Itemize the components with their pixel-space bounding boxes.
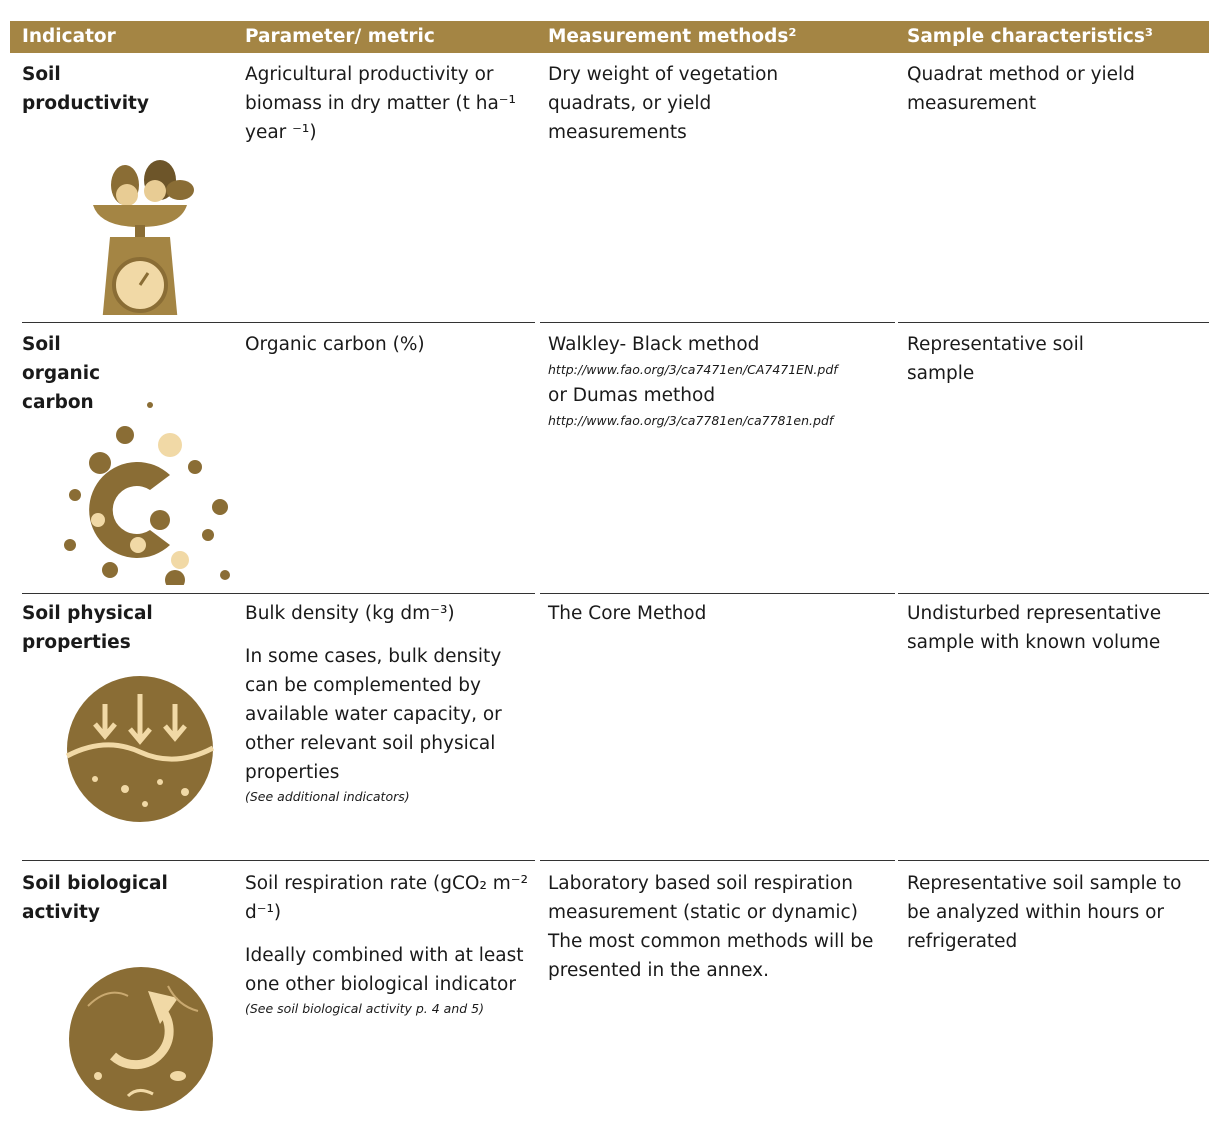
row-divider <box>22 860 535 861</box>
method-text: Laboratory based soil respiration measur… <box>548 873 858 923</box>
parameter: Soil respiration rate (gCO₂ m⁻² d⁻¹) Ide… <box>245 869 530 1019</box>
parameter-text: In some cases, bulk density can be compl… <box>245 646 502 783</box>
method-text: or Dumas method <box>548 385 716 406</box>
parameter-note: (See additional indicators) <box>245 789 410 804</box>
method-link[interactable]: http://www.fao.org/3/ca7471en/CA7471EN.p… <box>548 362 838 377</box>
method-text: Dry weight of vegetation quadrats, or yi… <box>548 64 779 143</box>
row-divider <box>898 322 1209 323</box>
parameter-note: (See soil biological activity p. 4 and 5… <box>245 1001 484 1016</box>
indicator: Soil productivity <box>22 64 149 114</box>
physical-icon <box>65 676 215 822</box>
method-text: The most common methods will be presente… <box>548 931 874 981</box>
row-divider <box>898 860 1209 861</box>
header-cell: Sample characteristics³ <box>907 26 1153 47</box>
parameter-text: Soil respiration rate (gCO₂ m⁻² d⁻¹) <box>245 873 528 923</box>
methods: Dry weight of vegetation quadrats, or yi… <box>548 60 828 147</box>
parameter: Bulk density (kg dm⁻³) In some cases, bu… <box>245 599 535 807</box>
method-link[interactable]: http://www.fao.org/3/ca7781en/ca7781en.p… <box>548 413 834 428</box>
parameter: Agricultural productivity or biomass in … <box>245 60 520 147</box>
methods: Laboratory based soil respiration measur… <box>548 869 893 985</box>
carbon-icon <box>64 402 230 585</box>
sample: Representative soil sample to be analyze… <box>907 873 1182 952</box>
header-cell: Measurement methods² <box>548 26 797 47</box>
row-divider <box>898 593 1209 594</box>
header-cell: Parameter/ metric <box>245 26 435 47</box>
method-text: The Core Method <box>548 603 707 624</box>
parameter: Organic carbon (%) <box>245 330 525 359</box>
indicator: Soil organic carbon <box>22 334 101 413</box>
method-text: Walkley- Black method <box>548 334 760 355</box>
parameter-text: Ideally combined with at least one other… <box>245 945 524 995</box>
indicator: Soil physical properties <box>22 603 153 653</box>
sample: Quadrat method or yield measurement <box>907 64 1135 114</box>
sample: Representative soil sample <box>907 334 1084 384</box>
parameter-text: Agricultural productivity or biomass in … <box>245 64 516 143</box>
indicator: Soil biological activity <box>22 873 168 923</box>
row-divider <box>540 593 895 594</box>
sample: Undisturbed representative sample with k… <box>907 603 1162 653</box>
row-divider <box>22 322 535 323</box>
row-divider <box>540 322 895 323</box>
header-cell: Indicator <box>22 26 116 47</box>
scale-icon <box>93 160 194 315</box>
row-divider <box>540 860 895 861</box>
methods: Walkley- Black method http://www.fao.org… <box>548 330 898 432</box>
row-divider <box>22 593 535 594</box>
biological-icon <box>69 967 213 1111</box>
parameter-text: Bulk density (kg dm⁻³) <box>245 603 455 624</box>
methods: The Core Method <box>548 599 888 628</box>
header-bar: Indicator Parameter/ metric Measurement … <box>10 21 1209 53</box>
parameter-text: Organic carbon (%) <box>245 334 425 355</box>
